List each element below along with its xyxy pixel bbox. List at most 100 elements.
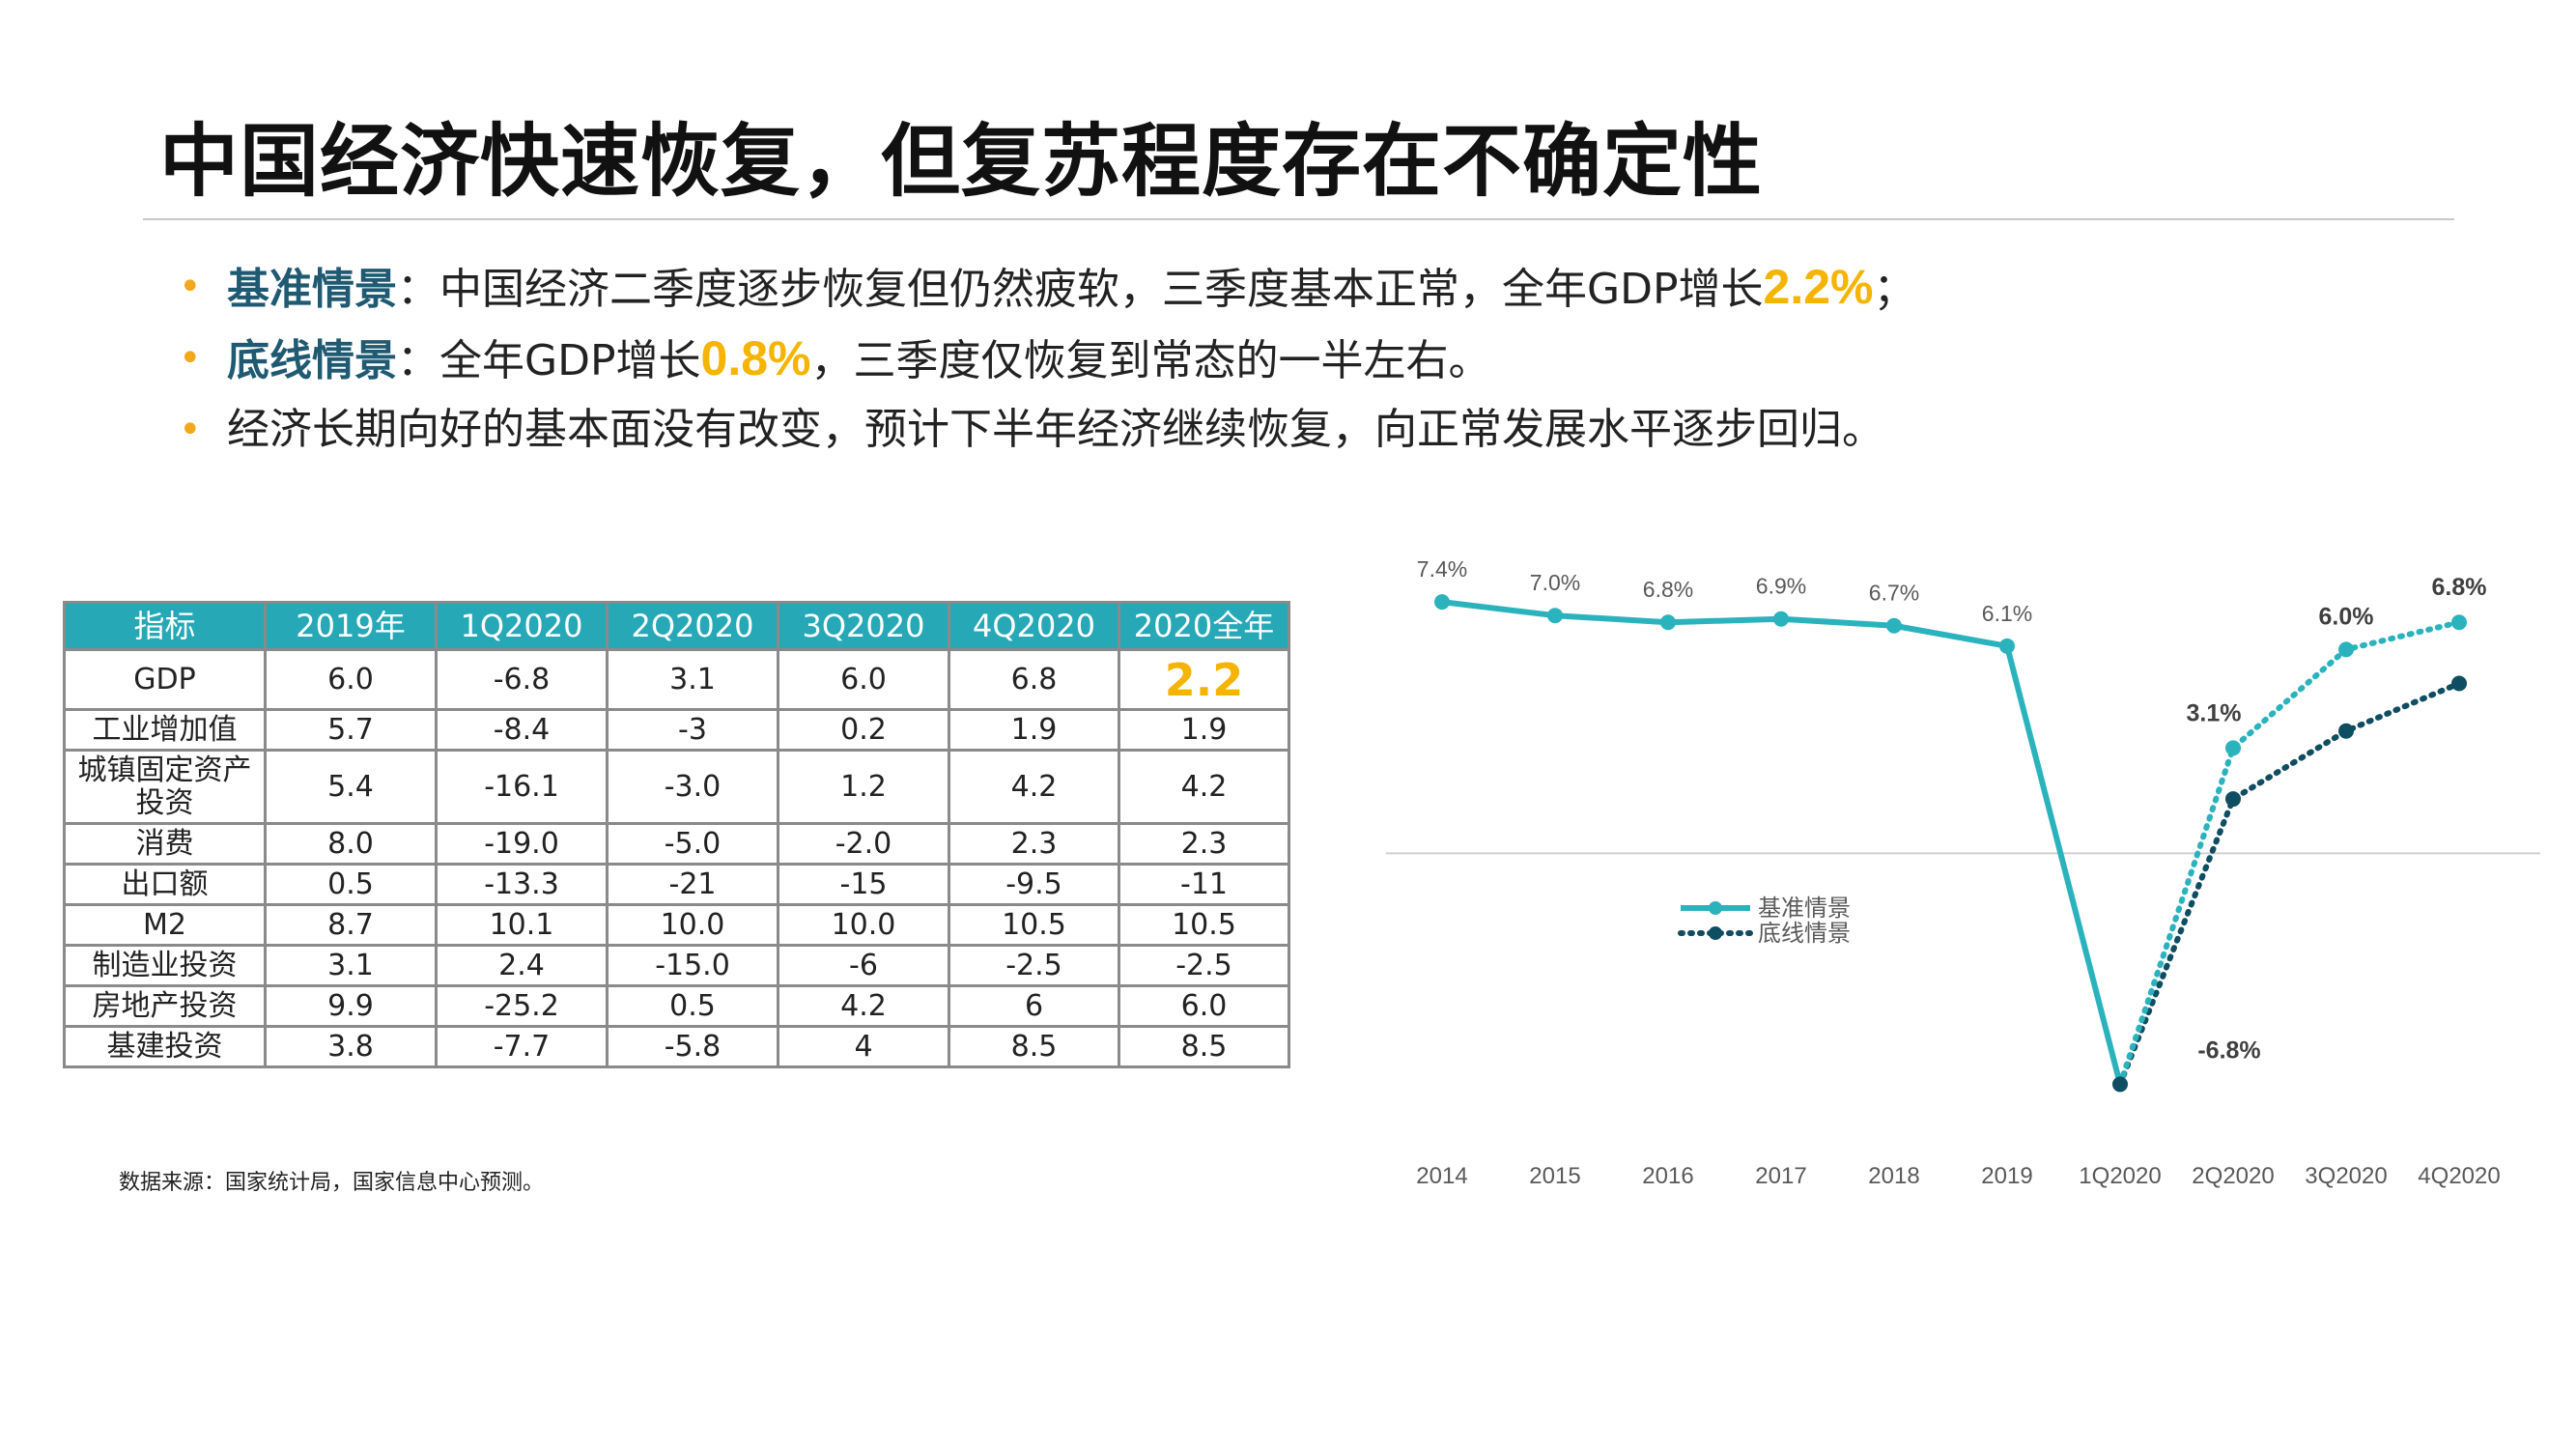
data-label: 3.1% <box>2187 699 2242 726</box>
table-cell: -15.0 <box>606 944 779 987</box>
table-cell: -2.5 <box>948 944 1120 987</box>
data-point-downside <box>2225 791 2241 808</box>
data-point-baseline <box>1434 594 1450 611</box>
table-header-cell: 4Q2020 <box>948 601 1120 651</box>
data-source-note: 数据来源：国家统计局，国家信息中心预测。 <box>119 1171 545 1195</box>
table-row-label: M2 <box>63 903 267 947</box>
data-point-downside <box>2338 723 2354 739</box>
legend-marker-downside <box>1709 926 1722 940</box>
table-cell-highlight: 2.2 <box>1118 648 1290 711</box>
table-cell: 3.1 <box>606 648 779 711</box>
table-cell: -2.5 <box>1118 944 1290 987</box>
bullet-text: 经济长期向好的基本面没有改变，预计下半年经济继续恢复，向正常发展水平逐步回归。 <box>227 405 1884 454</box>
table-header-cell: 2020全年 <box>1118 601 1290 651</box>
x-tick-label: 2019 <box>1981 1163 2032 1189</box>
table-cell: 6.8 <box>948 648 1120 711</box>
table-cell: 8.7 <box>264 903 438 947</box>
table-cell: -2.0 <box>777 822 950 866</box>
table-cell: 10.0 <box>606 903 779 947</box>
table-cell: 2.3 <box>1118 822 1290 866</box>
table-cell: 10.5 <box>948 903 1120 947</box>
series-line-baseline <box>1441 599 2123 1086</box>
table-cell: -8.4 <box>435 708 609 752</box>
gdp-line-chart: 2014 2015 2016 2017 2018 2019 1Q2020 2Q2020 3Q20… <box>1386 556 2540 1189</box>
slide-title: 中国经济快速恢复，但复苏程度存在不确定性 <box>159 116 1764 208</box>
table-cell: 2.4 <box>435 944 609 987</box>
bullet-outlook: • 经济长期向好的基本面没有改变，预计下半年经济继续恢复，向正常发展水平逐步回归。 <box>179 394 1915 466</box>
table-cell: 0.5 <box>606 984 779 1028</box>
table-row-label: 城镇固定资产投资 <box>63 749 267 825</box>
table-cell: 10.5 <box>1118 903 1290 947</box>
bullet-dot-icon: • <box>179 408 202 452</box>
table-cell: -6 <box>777 944 950 987</box>
bullet-tail: ； <box>1873 265 1916 314</box>
table-cell: -5.8 <box>606 1025 779 1068</box>
data-point-baseline <box>1999 638 2015 654</box>
x-tick-label: 2015 <box>1529 1163 1580 1189</box>
data-label: 6.1% <box>1982 601 2032 626</box>
data-label: 6.8% <box>2432 574 2487 601</box>
table-row-label: 制造业投资 <box>63 944 267 987</box>
data-point-baseline <box>1547 608 1563 624</box>
table-row-label: 出口额 <box>63 863 267 906</box>
data-point-baseline <box>1660 614 1676 631</box>
series-line-downside <box>2117 680 2462 1088</box>
table-cell: -25.2 <box>435 984 609 1028</box>
table-row-label: 基建投资 <box>63 1025 267 1068</box>
x-tick-label: 4Q2020 <box>2418 1163 2500 1189</box>
x-tick-label: 1Q2020 <box>2079 1163 2161 1189</box>
table-row-label: 房地产投资 <box>63 984 267 1028</box>
data-label: -6.8% <box>2197 1037 2260 1064</box>
table-cell: 4.2 <box>777 984 950 1028</box>
table-cell: 1.9 <box>1118 708 1290 752</box>
table-row: 出口额 0.5 -13.3 -21 -15 -9.5 -11 <box>63 863 1290 906</box>
table-cell: 2.3 <box>948 822 1120 866</box>
table-cell: -3.0 <box>606 749 779 825</box>
x-tick-label: 2Q2020 <box>2192 1163 2274 1189</box>
legend-label-baseline: 基准情景 <box>1758 895 1851 922</box>
bullet-baseline: • 基准情景：中国经济二季度逐步恢复但仍然疲软，三季度基本正常，全年GDP增长2.… <box>179 251 1915 323</box>
table-header-row: 指标 2019年 1Q2020 2Q2020 3Q2020 4Q2020 202… <box>63 601 1290 651</box>
data-point-baseline <box>1773 611 1789 627</box>
data-point-baseline <box>2112 1076 2128 1093</box>
table-cell: 8.5 <box>1118 1025 1290 1068</box>
bullet-keyword: 底线情景 <box>227 336 397 385</box>
table-header-cell: 1Q2020 <box>435 601 609 651</box>
table-row-label: GDP <box>63 648 267 711</box>
bullet-keyword: 基准情景 <box>227 265 397 314</box>
data-label: 6.9% <box>1756 574 1806 599</box>
table-cell: 5.7 <box>264 708 438 752</box>
bullet-dot-icon: • <box>179 265 202 309</box>
bullet-text: ：全年GDP增长 <box>397 336 701 385</box>
table-cell: 0.2 <box>777 708 950 752</box>
table-cell: -13.3 <box>435 863 609 906</box>
table-cell: 1.9 <box>948 708 1120 752</box>
table-row: 房地产投资 9.9 -25.2 0.5 4.2 6 6.0 <box>63 984 1290 1028</box>
table-cell: 0.5 <box>264 863 438 906</box>
table-row: 制造业投资 3.1 2.4 -15.0 -6 -2.5 -2.5 <box>63 944 1290 987</box>
legend-label-downside: 底线情景 <box>1758 921 1851 947</box>
table-cell: 10.0 <box>777 903 950 947</box>
table-cell: -19.0 <box>435 822 609 866</box>
x-tick-label: 2016 <box>1642 1163 1693 1189</box>
table-header-cell: 2019年 <box>264 601 438 651</box>
data-label: 6.8% <box>1643 577 1693 602</box>
table-row: 工业增加值 5.7 -8.4 -3 0.2 1.9 1.9 <box>63 708 1290 752</box>
table-cell: -3 <box>606 708 779 752</box>
table-header-cell: 指标 <box>63 601 267 651</box>
data-point-baseline <box>2338 641 2354 658</box>
table-cell: 8.5 <box>948 1025 1120 1068</box>
bullet-highlight: 2.2% <box>1763 260 1874 314</box>
bullet-downside: • 底线情景：全年GDP增长0.8%，三季度仅恢复到常态的一半左右。 <box>179 323 1915 394</box>
data-label: 6.0% <box>2319 603 2374 630</box>
table-row: 基建投资 3.8 -7.7 -5.8 4 8.5 8.5 <box>63 1025 1290 1068</box>
table-header-cell: 2Q2020 <box>606 601 779 651</box>
table-cell: -15 <box>777 863 950 906</box>
title-divider <box>143 218 2454 220</box>
x-tick-label: 2014 <box>1416 1163 1467 1189</box>
bullet-tail: ，三季度仅恢复到常态的一半左右。 <box>810 336 1491 385</box>
bullet-dot-icon: • <box>179 336 202 381</box>
x-tick-label: 2017 <box>1755 1163 1806 1189</box>
table-row: M2 8.7 10.1 10.0 10.0 10.5 10.5 <box>63 903 1290 947</box>
data-point-baseline <box>2225 740 2241 756</box>
